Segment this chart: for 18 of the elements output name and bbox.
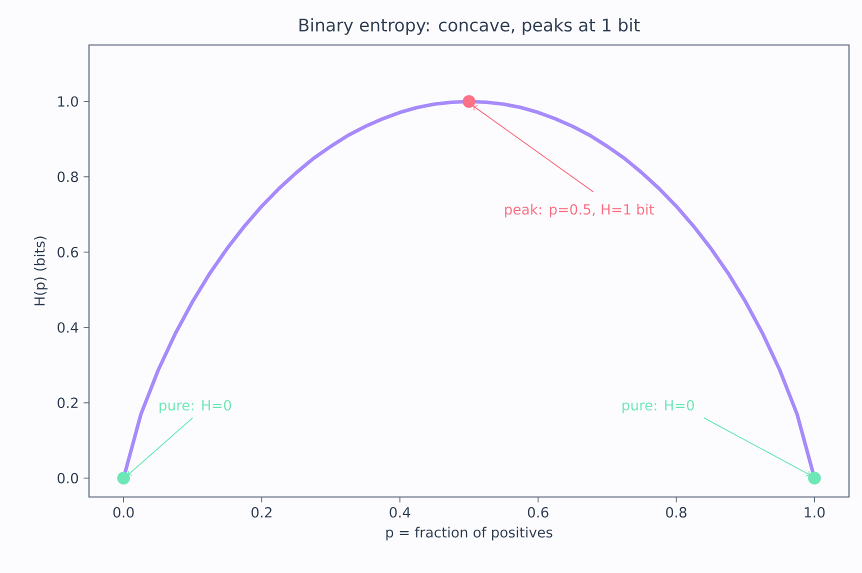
- x-tick-label: 0.4: [390, 507, 410, 518]
- y-tick-label: 1.0: [58, 96, 78, 107]
- x-tick-label: 1.0: [804, 507, 825, 518]
- x-tick-label: 0.2: [252, 507, 272, 518]
- x-axis-title: p = fraction of positives: [386, 526, 552, 540]
- annotation: pure: H=0: [622, 400, 694, 414]
- chart-title: Binary entropy: concave, peaks at 1 bit: [300, 18, 640, 35]
- annotation: peak: p=0.5, H=1 bit: [505, 204, 654, 218]
- y-axis-title: H(p) (bits): [34, 236, 48, 306]
- y-tick-label: 0.4: [58, 322, 78, 333]
- y-tick-label: 0.6: [58, 246, 78, 258]
- x-tick-label: 0.0: [113, 507, 134, 518]
- y-tick-label: 0.2: [58, 398, 78, 408]
- annotation: pure: H=0: [160, 400, 232, 414]
- x-tick-label: 0.8: [666, 507, 686, 518]
- y-tick-label: 0.8: [58, 172, 78, 182]
- y-tick-label: 0.0: [58, 472, 78, 484]
- x-tick-label: 0.6: [528, 507, 548, 518]
